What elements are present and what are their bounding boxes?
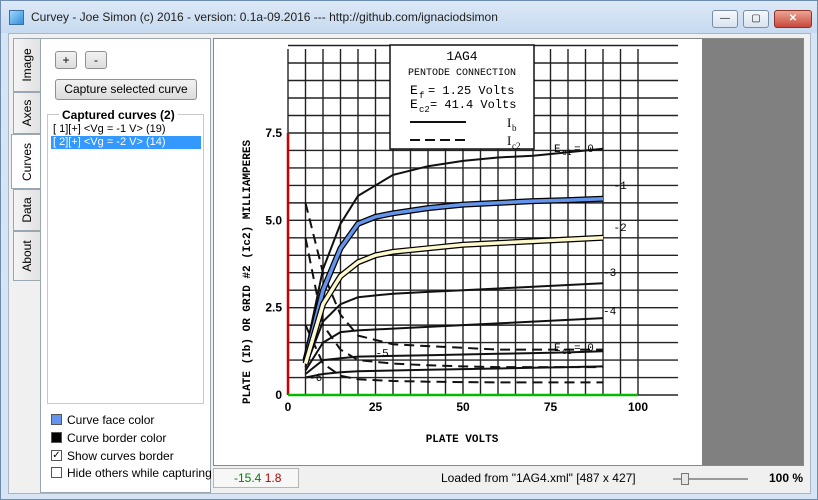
legend-ic2-subscript: c2 (512, 141, 521, 151)
series-label: -6 (309, 373, 322, 385)
legend-ib-label: I (507, 115, 511, 130)
curve-line (304, 147, 604, 354)
app-icon (9, 10, 24, 25)
zoom-slider-thumb[interactable] (681, 473, 690, 485)
show-border-checkbox[interactable]: ✓ (51, 450, 62, 461)
series-label: -1 (614, 181, 628, 193)
x-axis-title: PLATE VOLTS (426, 434, 499, 446)
ec2-subscript: c2 (419, 105, 430, 115)
y-tick-label: 5.0 (265, 213, 282, 227)
captured-curves-overlay (302, 195, 604, 365)
ef-label: E (410, 83, 418, 98)
series-labels: -1 -2 -3 -4 -5 -6 (309, 181, 627, 385)
tube-name: 1AG4 (446, 49, 477, 64)
ec1-bottom-subscript: c1 (562, 348, 572, 357)
zoom-level: 100 % (769, 471, 804, 485)
cursor-coordinates: -15.4 1.8 (213, 468, 299, 488)
legend-ib-subscript: b (512, 123, 517, 133)
scanned-plot[interactable]: 1AG4 PENTODE CONNECTION E f = 1.25 Volts… (214, 39, 804, 466)
curve-line (304, 282, 604, 368)
curve-line (304, 202, 603, 351)
remove-curve-button[interactable]: - (85, 51, 107, 69)
ef-subscript: f (419, 91, 424, 101)
hide-others-label: Hide others while capturing (67, 466, 212, 480)
zoom-slider[interactable] (673, 473, 748, 485)
list-item[interactable]: [ 1][+] <Vg = -1 V> (19) (53, 123, 166, 135)
grid-voltage-labels: E c1 = 0 E c1 = 0 (554, 144, 594, 357)
captured-curves-title: Captured curves (2) (59, 108, 178, 122)
tab-about-label: About (20, 240, 34, 272)
ec2-label: E (410, 97, 418, 112)
legend-ic2-label: I (507, 133, 511, 148)
status-bar: -15.4 1.8 Loaded from "1AG4.xml" [487 x … (213, 468, 809, 490)
ec1-bottom-value: = 0 (574, 343, 594, 355)
x-tick-label: 0 (285, 400, 292, 414)
series-label: -5 (376, 349, 389, 361)
x-tick-label: 75 (544, 400, 558, 414)
x-tick-label: 100 (628, 400, 648, 414)
ec1-bottom-label: E (554, 343, 561, 355)
x-tick-label: 25 (369, 400, 383, 414)
axis-ticks: 0 25 50 75 100 0 2.5 5.0 7.5 (265, 126, 648, 414)
loaded-file-text: Loaded from "1AG4.xml" [487 x 427] (441, 471, 636, 485)
tab-axes[interactable]: Axes (13, 92, 40, 134)
x-tick-label: 50 (456, 400, 470, 414)
tab-curves[interactable]: Curves (11, 134, 41, 189)
ec1-top-label: E (554, 144, 561, 156)
curve-line (304, 317, 604, 372)
capture-curve-button[interactable]: Capture selected curve (55, 79, 197, 100)
image-viewport[interactable]: 1AG4 PENTODE CONNECTION E f = 1.25 Volts… (213, 38, 804, 466)
hide-others-checkbox[interactable] (51, 467, 62, 478)
show-border-label: Show curves border (67, 449, 174, 463)
y-tick-label: 2.5 (265, 301, 282, 315)
captured-curve-face (303, 236, 604, 365)
close-button[interactable]: ✕ (774, 10, 812, 28)
captured-curve-face (303, 196, 604, 361)
coord-x: -15.4 (234, 471, 262, 485)
face-color-label: Curve face color (67, 413, 155, 427)
legend-frame (389, 44, 535, 150)
ec2-value: = 41.4 Volts (430, 98, 516, 112)
face-color-swatch[interactable] (51, 414, 62, 425)
curves-panel: + - Capture selected curve Captured curv… (40, 38, 212, 493)
tab-curves-label: Curves (19, 142, 34, 181)
legend-box: 1AG4 PENTODE CONNECTION E f = 1.25 Volts… (389, 44, 535, 151)
border-color-label: Curve border color (67, 431, 167, 445)
y-tick-label: 7.5 (265, 126, 282, 140)
title-bar[interactable]: Curvey - Joe Simon (c) 2016 - version: 0… (1, 1, 817, 33)
ec1-top-subscript: c1 (562, 149, 572, 158)
tab-image[interactable]: Image (13, 38, 40, 92)
tab-image-label: Image (20, 48, 34, 82)
client-area: Image Axes Curves Data About + - Capture… (8, 33, 811, 494)
curve-line (304, 237, 603, 369)
tab-about[interactable]: About (13, 231, 40, 281)
y-tick-label: 0 (275, 388, 282, 402)
tab-axes-label: Axes (20, 99, 34, 127)
curve-line (304, 324, 603, 384)
tab-data[interactable]: Data (13, 189, 40, 231)
viewport-empty-area (702, 39, 803, 465)
series-label: -3 (603, 268, 616, 280)
plot-axes (286, 133, 638, 397)
border-color-swatch[interactable] (51, 432, 62, 443)
window-title: Curvey - Joe Simon (c) 2016 - version: 0… (31, 10, 498, 24)
maximize-button[interactable]: ▢ (743, 10, 769, 28)
captured-curves-list[interactable]: [ 1][+] <Vg = -1 V> (19) [ 2][+] <Vg = -… (51, 123, 201, 401)
series-label: -2 (614, 223, 627, 235)
coord-y: 1.8 (264, 471, 282, 485)
ec1-top-value: = 0 (574, 144, 594, 156)
curve-line (304, 350, 604, 375)
ef-value: = 1.25 Volts (428, 84, 514, 98)
minimize-button[interactable]: — (712, 10, 738, 28)
tab-data-label: Data (20, 197, 34, 223)
series-label: -4 (603, 307, 617, 319)
y-axis-title: PLATE (Ib) OR GRID #2 (Ic2) MILLIAMPERES (242, 140, 254, 404)
list-item-selected[interactable]: [ 2][+] <Vg = -2 V> (14) (51, 136, 201, 149)
connection-label: PENTODE CONNECTION (408, 68, 516, 79)
add-curve-button[interactable]: + (55, 51, 77, 69)
zoom-slider-track (673, 478, 748, 480)
